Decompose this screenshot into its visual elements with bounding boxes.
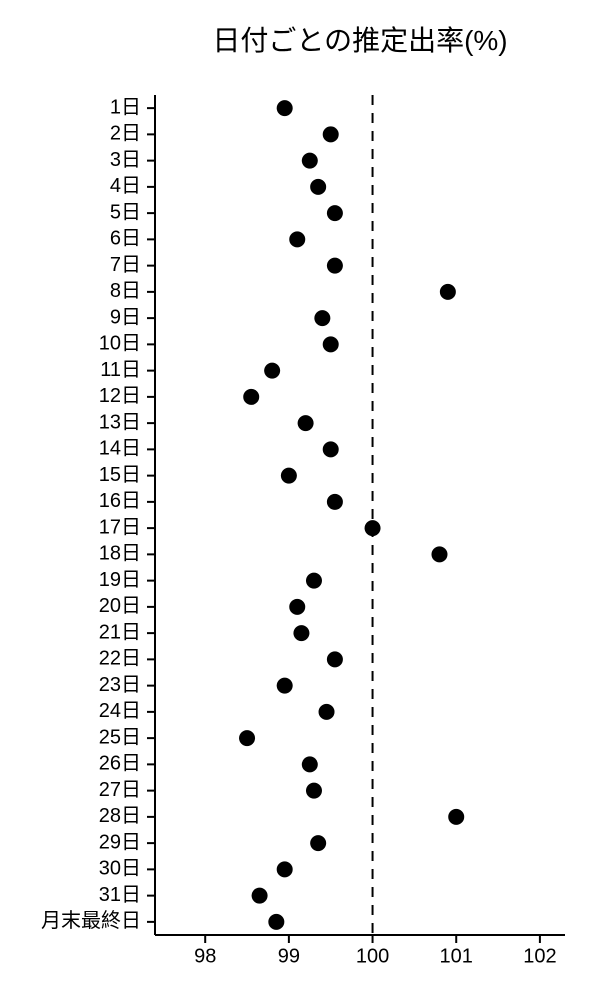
data-point [298, 415, 314, 431]
y-tick-label: 28日 [99, 805, 141, 827]
x-tick-label: 99 [278, 946, 300, 968]
y-tick-label: 6日 [110, 228, 141, 250]
y-tick-label: 10日 [99, 333, 141, 355]
data-point [431, 546, 447, 562]
y-tick-label: 7日 [110, 254, 141, 276]
data-point [323, 336, 339, 352]
y-tick-label: 3日 [110, 149, 141, 171]
data-point [314, 310, 330, 326]
data-point [327, 494, 343, 510]
data-point [302, 153, 318, 169]
y-tick-label: 24日 [99, 700, 141, 722]
x-tick-label: 102 [523, 946, 556, 968]
data-point [310, 179, 326, 195]
data-point [277, 861, 293, 877]
y-tick-label: 16日 [99, 490, 141, 512]
x-tick-label: 101 [440, 946, 473, 968]
data-point [281, 468, 297, 484]
data-point [327, 651, 343, 667]
data-point [327, 258, 343, 274]
dot-chart: 日付ごとの推定出率(%) 1日 2日 3日 4日 5日 6日 7日 8日 9日 10日 11日 12日 1… [0, 0, 600, 1000]
data-point [243, 389, 259, 405]
y-tick-label: 5日 [110, 201, 141, 223]
data-point [310, 835, 326, 851]
data-point [365, 520, 381, 536]
data-point [289, 599, 305, 615]
y-tick-label: 13日 [99, 411, 141, 433]
data-point [323, 126, 339, 142]
data-point [239, 730, 255, 746]
y-tick-label: 25日 [99, 726, 141, 748]
y-tick-label: 31日 [99, 884, 141, 906]
y-tick-label: 9日 [110, 306, 141, 328]
y-tick-label: 14日 [99, 438, 141, 460]
y-tick-label: 17日 [99, 516, 141, 538]
y-tick-label: 月末最終日 [41, 909, 141, 932]
x-tick-label: 98 [194, 946, 216, 968]
data-point [293, 625, 309, 641]
data-point [323, 441, 339, 457]
data-point [306, 783, 322, 799]
data-point [306, 573, 322, 589]
x-tick-label: 100 [356, 946, 389, 968]
data-point [268, 914, 284, 930]
data-point [448, 809, 464, 825]
y-tick-label: 23日 [99, 674, 141, 696]
y-tick-label: 19日 [99, 569, 141, 591]
y-tick-label: 22日 [99, 648, 141, 670]
y-tick-label: 12日 [99, 385, 141, 407]
data-point [277, 100, 293, 116]
y-tick-label: 30日 [99, 858, 141, 880]
data-point [327, 205, 343, 221]
data-point [440, 284, 456, 300]
y-tick-label: 18日 [99, 543, 141, 565]
y-tick-label: 2日 [110, 123, 141, 145]
y-tick-label: 21日 [99, 621, 141, 643]
y-tick-label: 20日 [99, 595, 141, 617]
y-tick-label: 29日 [99, 831, 141, 853]
y-tick-label: 15日 [99, 464, 141, 486]
y-tick-label: 27日 [99, 779, 141, 801]
data-point [302, 756, 318, 772]
data-point [252, 888, 268, 904]
y-tick-label: 11日 [100, 359, 141, 381]
data-point [277, 678, 293, 694]
chart-title: 日付ごとの推定出率(%) [212, 25, 507, 56]
y-tick-label: 26日 [99, 753, 141, 775]
data-point [319, 704, 335, 720]
y-tick-label: 8日 [110, 280, 141, 302]
data-point [289, 231, 305, 247]
y-tick-label: 1日 [110, 96, 141, 118]
y-tick-label: 4日 [110, 175, 141, 197]
data-point [264, 363, 280, 379]
